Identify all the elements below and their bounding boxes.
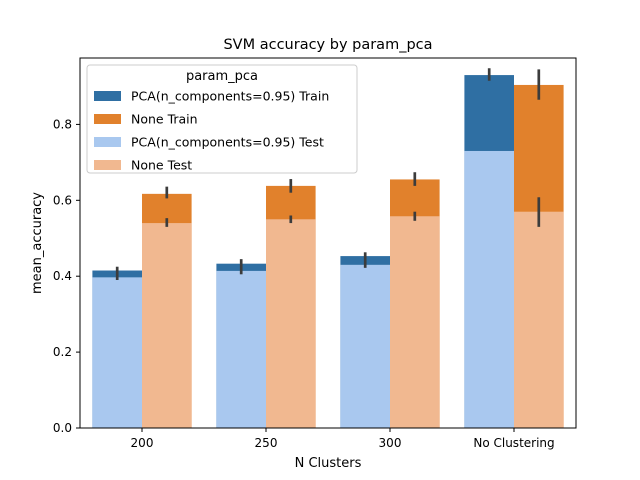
legend-label-2: PCA(n_components=0.95) Test bbox=[131, 135, 324, 150]
bar-test-none-3 bbox=[514, 211, 564, 428]
legend: param_pca PCA(n_components=0.95) Train No… bbox=[86, 64, 358, 174]
x-tick-label-3: No Clustering bbox=[473, 436, 554, 450]
legend-swatch-2 bbox=[94, 137, 121, 147]
error-bars-layer bbox=[115, 68, 541, 280]
legend-swatch-3 bbox=[94, 160, 121, 170]
y-axis: 0.0 0.2 0.4 0.6 0.8 bbox=[53, 117, 80, 435]
y-tick-label-1: 0.2 bbox=[53, 345, 72, 359]
legend-swatch-1 bbox=[94, 114, 121, 124]
legend-swatch-0 bbox=[94, 91, 121, 101]
x-tick-label-0: 200 bbox=[131, 436, 154, 450]
y-tick-label-2: 0.4 bbox=[53, 269, 72, 283]
bar-test-pca-3 bbox=[464, 150, 514, 428]
bar-test-none-0 bbox=[142, 223, 192, 428]
legend-label-1: None Train bbox=[131, 112, 198, 127]
legend-box bbox=[86, 64, 358, 174]
legend-label-3: None Test bbox=[131, 158, 192, 173]
chart-title: SVM accuracy by param_pca bbox=[223, 37, 432, 53]
bar-test-none-2 bbox=[390, 216, 440, 428]
x-axis-label: N Clusters bbox=[295, 456, 362, 471]
x-tick-label-1: 250 bbox=[255, 436, 278, 450]
y-axis-label: mean_accuracy bbox=[30, 192, 45, 294]
bar-test-pca-2 bbox=[340, 264, 390, 428]
x-axis: 200 250 300 No Clustering bbox=[131, 428, 555, 450]
y-tick-label-4: 0.8 bbox=[53, 117, 72, 131]
bars-layer bbox=[92, 75, 564, 429]
legend-title: param_pca bbox=[186, 69, 258, 84]
plot-frame bbox=[79, 57, 577, 429]
y-tick-label-3: 0.6 bbox=[53, 193, 72, 207]
bar-test-pca-0 bbox=[92, 277, 142, 428]
x-tick-label-2: 300 bbox=[379, 436, 402, 450]
y-tick-label-0: 0.0 bbox=[53, 421, 72, 435]
bar-test-none-1 bbox=[266, 219, 316, 428]
bar-test-pca-1 bbox=[216, 270, 266, 428]
legend-label-0: PCA(n_components=0.95) Train bbox=[131, 89, 329, 104]
